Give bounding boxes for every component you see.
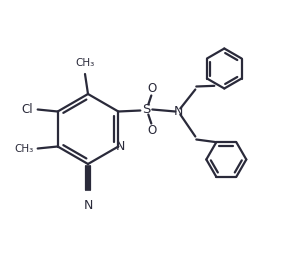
Text: Cl: Cl (21, 103, 33, 116)
Text: S: S (142, 103, 151, 116)
Text: CH₃: CH₃ (14, 143, 34, 154)
Text: N: N (174, 105, 183, 118)
Text: N: N (83, 199, 93, 212)
Text: CH₃: CH₃ (75, 58, 95, 68)
Text: O: O (148, 82, 157, 95)
Text: N: N (116, 140, 125, 153)
Text: O: O (148, 124, 157, 137)
